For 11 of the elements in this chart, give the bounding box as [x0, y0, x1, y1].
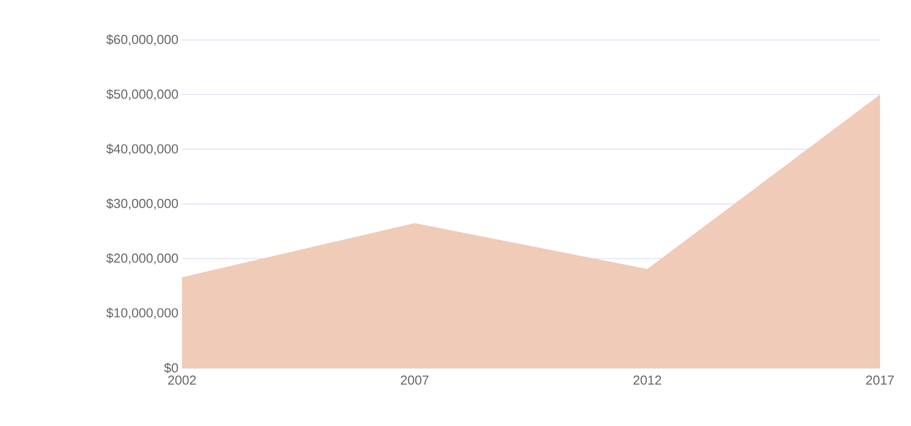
y-tick-label: $40,000,000: [106, 144, 178, 155]
x-tick-label: 2002: [168, 376, 196, 385]
x-tick-label: 2012: [634, 376, 662, 385]
y-tick-label: $0: [164, 362, 178, 374]
y-tick-label: $20,000,000: [106, 253, 178, 264]
y-tick-label: $30,000,000: [106, 198, 178, 210]
x-tick-label: 2007: [400, 376, 428, 385]
y-tick-label: $60,000,000: [106, 34, 178, 46]
x-tick-label: 2017: [866, 376, 894, 385]
y-tick-label: $50,000,000: [106, 89, 178, 100]
y-tick-label: $10,000,000: [106, 308, 178, 319]
